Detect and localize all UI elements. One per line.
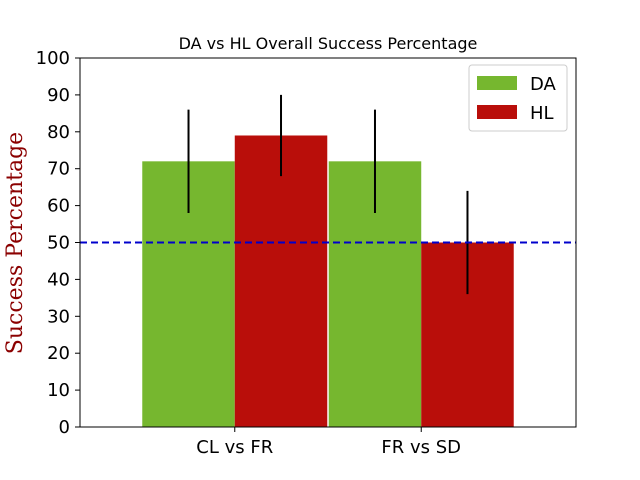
x-tick-label-0: CL vs FR	[196, 437, 273, 458]
legend-label-hl: HL	[530, 103, 554, 124]
legend-label-da: DA	[530, 74, 557, 95]
y-tick-label-20: 20	[47, 343, 70, 364]
bar-hl-0	[234, 135, 328, 428]
y-axis-label: Success Percentage	[3, 132, 28, 354]
x-tick-label-1: FR vs SD	[381, 437, 461, 458]
chart-title: DA vs HL Overall Success Percentage	[179, 34, 478, 53]
legend-swatch-hl	[477, 105, 517, 119]
y-tick-label-90: 90	[47, 85, 70, 106]
y-tick-label-100: 100	[36, 48, 70, 69]
y-tick-label-10: 10	[47, 380, 70, 401]
y-tick-label-60: 60	[47, 196, 70, 217]
y-tick-label-30: 30	[47, 306, 70, 327]
y-tick-label-70: 70	[47, 159, 70, 180]
y-tick-label-50: 50	[47, 233, 70, 254]
legend: DA HL	[468, 64, 568, 132]
y-tick-label-0: 0	[59, 417, 70, 438]
legend-swatch-da	[477, 76, 517, 90]
y-tick-label-80: 80	[47, 122, 70, 143]
plot-area: 0 10 20 30 40 50 60 70 80 90 100 CL vs FR FR vs SD	[36, 48, 577, 458]
y-tick-label-40: 40	[47, 269, 70, 290]
